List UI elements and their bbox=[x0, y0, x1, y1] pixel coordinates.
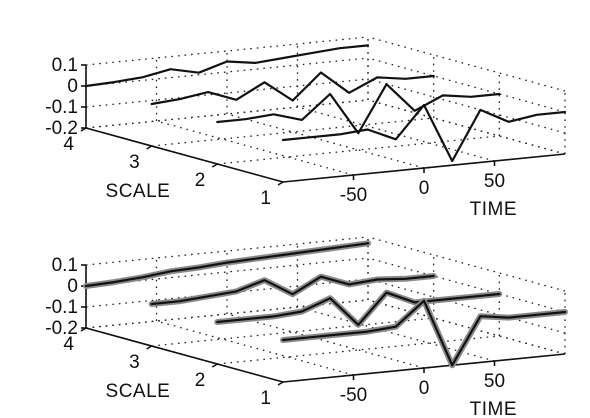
scale-tick-mark bbox=[277, 181, 284, 186]
scale-axis-label: SCALE bbox=[106, 181, 171, 202]
time-tick-label: 0 bbox=[419, 378, 430, 399]
scale-axis-line bbox=[85, 127, 284, 183]
floor-gridline bbox=[151, 317, 434, 347]
series-line-scale-3 bbox=[150, 71, 435, 106]
floor-gridline bbox=[226, 313, 425, 369]
series-line-scale-3 bbox=[150, 274, 435, 306]
z-tick-label: -0.2 bbox=[45, 318, 78, 339]
time-tick-label: 50 bbox=[484, 371, 505, 392]
side-wall-gridline bbox=[367, 78, 566, 134]
scale-tick-label: 4 bbox=[63, 334, 74, 355]
floor-gridline bbox=[85, 299, 369, 329]
z-tick-label: 0 bbox=[67, 276, 78, 297]
z-tick-label: 0.1 bbox=[52, 255, 78, 276]
scale-tick-mark bbox=[211, 163, 218, 168]
back-wall-gridline bbox=[85, 236, 369, 266]
side-wall-gridline bbox=[367, 36, 566, 92]
scale-axis-line bbox=[85, 327, 284, 383]
scale-tick-label: 2 bbox=[195, 170, 206, 191]
back-wall-gridline bbox=[85, 57, 369, 87]
series-line-scale-2 bbox=[216, 83, 501, 135]
scale-tick-mark bbox=[146, 145, 153, 150]
floor-gridline bbox=[85, 99, 369, 129]
scale-tick-label: 3 bbox=[129, 152, 140, 173]
floor-gridline bbox=[151, 117, 434, 147]
time-tick-label: -50 bbox=[340, 385, 367, 406]
time-axis-label: TIME bbox=[470, 399, 517, 418]
floor-gridline bbox=[367, 299, 566, 355]
floor-gridline bbox=[367, 99, 566, 155]
scale-tick-mark bbox=[211, 363, 218, 368]
series-halo-scale-1 bbox=[280, 297, 568, 369]
side-wall-gridline bbox=[367, 278, 566, 334]
time-tick-label: 50 bbox=[484, 171, 505, 192]
floor-gridline bbox=[297, 106, 495, 162]
back-wall-gridline bbox=[85, 78, 369, 108]
scale-tick-mark bbox=[80, 127, 87, 132]
series-line-scale-1 bbox=[281, 299, 567, 367]
side-wall-gridline bbox=[367, 99, 566, 155]
floor-gridline bbox=[217, 335, 500, 365]
z-tick-label: 0.1 bbox=[52, 55, 78, 76]
z-tick-label: -0.1 bbox=[45, 297, 78, 318]
floor-gridline bbox=[156, 320, 354, 376]
series-line-scale-4 bbox=[84, 44, 370, 88]
side-wall-gridline bbox=[367, 257, 566, 313]
floor-gridline bbox=[156, 120, 354, 176]
scale-tick-label: 4 bbox=[63, 134, 74, 155]
scale-tick-mark bbox=[80, 327, 87, 332]
series-line-scale-2 bbox=[216, 291, 501, 326]
floor-gridline bbox=[226, 113, 425, 169]
z-tick-label: -0.2 bbox=[45, 118, 78, 139]
series-line-scale-4 bbox=[84, 242, 370, 288]
back-wall-gridline bbox=[85, 36, 369, 66]
z-tick-label: -0.1 bbox=[45, 97, 78, 118]
scale-tick-label: 2 bbox=[195, 370, 206, 391]
scale-tick-label: 1 bbox=[260, 188, 271, 209]
scale-tick-label: 1 bbox=[260, 388, 271, 409]
scale-tick-mark bbox=[277, 381, 284, 386]
z-tick-label: 0 bbox=[67, 76, 78, 97]
scale-tick-mark bbox=[146, 345, 153, 350]
time-axis-label: TIME bbox=[470, 199, 517, 220]
scale-tick-label: 3 bbox=[129, 352, 140, 373]
scale-axis-label: SCALE bbox=[106, 381, 171, 402]
series-line-scale-1 bbox=[281, 103, 567, 163]
back-wall-gridline bbox=[85, 278, 369, 308]
time-tick-label: 0 bbox=[419, 178, 430, 199]
side-wall-gridline bbox=[367, 57, 566, 113]
side-wall-gridline bbox=[367, 236, 566, 292]
time-tick-label: -50 bbox=[340, 185, 367, 206]
floor-gridline bbox=[217, 135, 500, 165]
